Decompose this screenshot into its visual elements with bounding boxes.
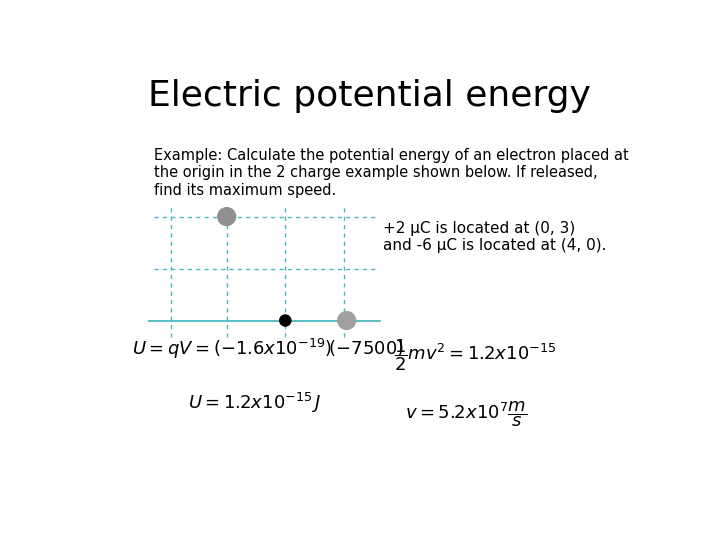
- Text: Example: Calculate the potential energy of an electron placed at
the origin in t: Example: Calculate the potential energy …: [154, 148, 629, 198]
- Ellipse shape: [338, 312, 356, 329]
- Ellipse shape: [217, 208, 235, 225]
- Text: $\dfrac{1}{2}mv^2 = 1.2x10^{-15}$: $\dfrac{1}{2}mv^2 = 1.2x10^{-15}$: [394, 337, 557, 373]
- Text: $U = 1.2x10^{-15}\, J$: $U = 1.2x10^{-15}\, J$: [188, 391, 321, 415]
- Text: +2 μC is located at (0, 3)
and -6 μC is located at (4, 0).: +2 μC is located at (0, 3) and -6 μC is …: [383, 221, 606, 253]
- Text: Electric potential energy: Electric potential energy: [148, 79, 590, 113]
- Ellipse shape: [279, 315, 291, 326]
- Text: $U = qV = \left(-1.6x10^{-19}\right)\!\left(-7500\right)$: $U = qV = \left(-1.6x10^{-19}\right)\!\l…: [132, 337, 404, 361]
- Text: $v = 5.2x10^{7} \dfrac{m}{s}$: $v = 5.2x10^{7} \dfrac{m}{s}$: [405, 400, 528, 429]
